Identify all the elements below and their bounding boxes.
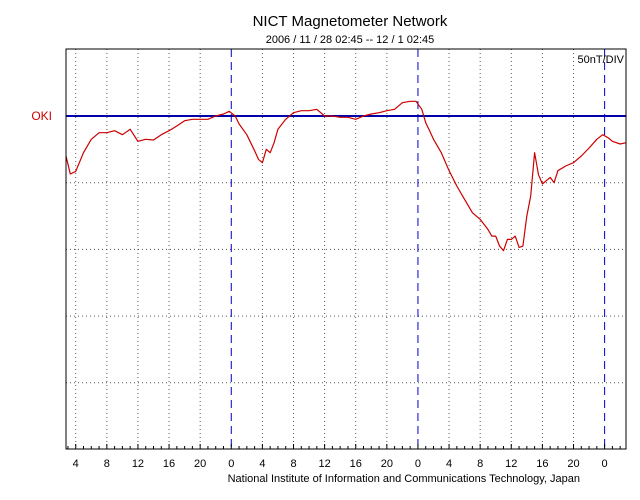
x-tick-label: 20 xyxy=(381,458,393,470)
x-tick-label: 8 xyxy=(104,458,110,470)
x-tick-label: 16 xyxy=(350,458,362,470)
x-tick-label: 16 xyxy=(163,458,175,470)
x-axis-ticks: 4 8 12 16 20 0 4 8 12 16 20 0 4 8 12 16 20 0 xyxy=(67,444,621,470)
chart-subtitle: 2006 / 11 / 28 02:45 -- 12 / 1 02:45 xyxy=(266,34,435,46)
x-tick-label: 8 xyxy=(477,458,483,470)
x-tick-label: 8 xyxy=(290,458,296,470)
baseline-group: OKI xyxy=(31,109,626,123)
plot-grid xyxy=(66,49,626,449)
x-tick-label: 0 xyxy=(228,458,234,470)
chart-title: NICT Magnetometer Network xyxy=(253,13,448,30)
x-tick-label: 16 xyxy=(536,458,548,470)
x-tick-label: 0 xyxy=(602,458,608,470)
x-tick-label: 20 xyxy=(194,458,206,470)
scale-label: 50nT/DIV xyxy=(578,54,625,66)
credit-label: National Institute of Information and Co… xyxy=(228,473,580,485)
series-group xyxy=(65,100,627,252)
x-tick-label: 4 xyxy=(446,458,452,470)
x-tick-label: 20 xyxy=(567,458,579,470)
x-tick-label: 0 xyxy=(415,458,421,470)
station-label: OKI xyxy=(31,109,52,123)
x-tick-label: 4 xyxy=(73,458,79,470)
plot-frame xyxy=(65,48,627,450)
x-tick-label: 12 xyxy=(132,458,144,470)
x-tick-label: 12 xyxy=(505,458,517,470)
day-boundary-lines xyxy=(230,49,606,449)
series-line xyxy=(65,100,627,252)
x-tick-label: 4 xyxy=(259,458,265,470)
x-tick-label: 12 xyxy=(318,458,330,470)
